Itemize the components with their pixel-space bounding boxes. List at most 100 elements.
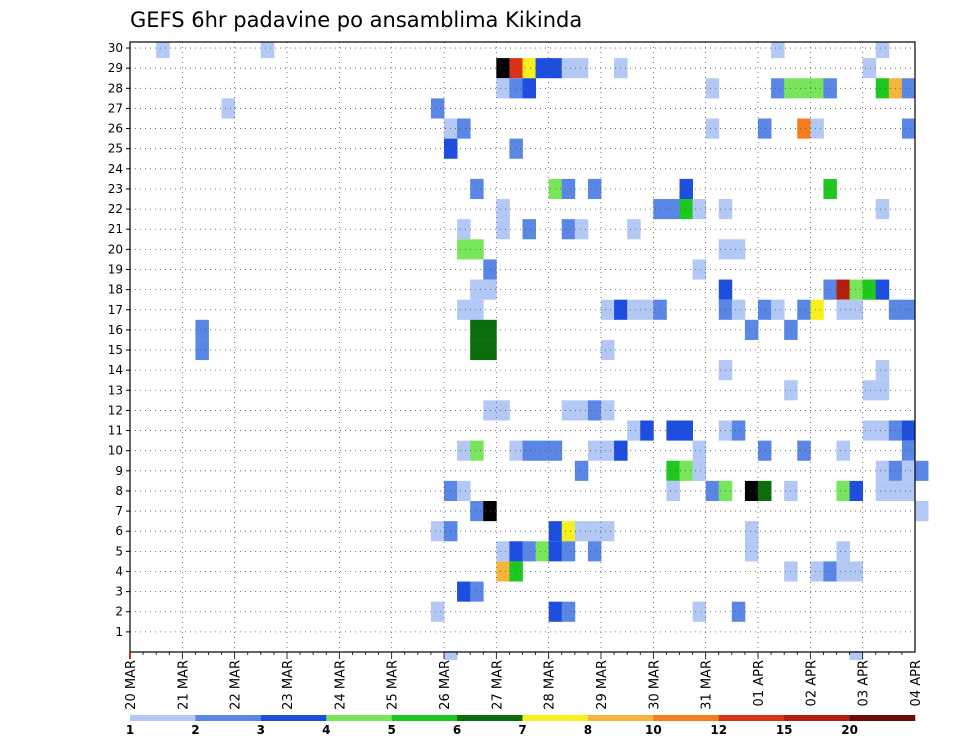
y-tick-label: 28 xyxy=(108,81,123,95)
heatmap-cell xyxy=(587,541,602,562)
heatmap-cell xyxy=(692,259,707,280)
heatmap-cell xyxy=(483,259,497,280)
grid-lines xyxy=(130,42,915,652)
heatmap-cell xyxy=(836,561,850,582)
heatmap-cell xyxy=(574,460,589,481)
colorbar-segment xyxy=(784,715,850,721)
heatmap-cell xyxy=(535,541,550,562)
heatmap-cell xyxy=(509,58,523,79)
heatmap-cell xyxy=(875,380,890,401)
heatmap-cell xyxy=(744,319,759,340)
heatmap-cell xyxy=(496,78,510,99)
y-tick-label: 12 xyxy=(108,403,123,417)
y-tick-label: 11 xyxy=(108,424,123,438)
y-tick-label: 2 xyxy=(115,605,123,619)
heatmap-cell xyxy=(522,440,536,461)
heatmap-cell xyxy=(561,521,576,542)
heatmap-cell xyxy=(875,78,890,99)
heatmap-cell xyxy=(901,78,916,99)
x-tick-label: 31 MAR xyxy=(700,660,715,710)
heatmap-cell xyxy=(627,420,641,441)
heatmap-cell xyxy=(574,521,589,542)
heatmap-cell xyxy=(810,299,824,320)
colorbar-label: 7 xyxy=(518,723,526,737)
heatmap-cell xyxy=(627,219,641,240)
x-tick-label: 21 MAR xyxy=(176,660,191,710)
heatmap-cell xyxy=(836,279,850,300)
heatmap-cell xyxy=(496,219,510,240)
heatmap-cell xyxy=(496,541,510,562)
heatmap-cell xyxy=(758,480,772,502)
heatmap-cell xyxy=(875,420,890,441)
heatmap-cell xyxy=(470,339,484,361)
heatmap-cell xyxy=(771,299,785,320)
heatmap-cell xyxy=(758,440,772,461)
heatmap-cell xyxy=(862,58,877,79)
colorbar-segment xyxy=(195,715,262,721)
heatmap-cell xyxy=(509,541,523,562)
heatmap-cell xyxy=(875,42,890,59)
heatmap-cell xyxy=(640,299,654,320)
colorbar-segment xyxy=(653,715,720,721)
heatmap-cell xyxy=(470,501,484,522)
heatmap-cell xyxy=(561,541,576,562)
y-tick-label: 3 xyxy=(115,585,123,599)
heatmap-cell xyxy=(901,420,916,441)
y-tick-label: 23 xyxy=(108,182,123,196)
y-tick-label: 5 xyxy=(115,544,123,558)
y-tick-label: 9 xyxy=(115,464,123,478)
y-tick-label: 24 xyxy=(108,162,123,176)
x-tick-label: 28 MAR xyxy=(543,660,558,710)
x-tick-label: 26 MAR xyxy=(438,660,453,710)
colorbar-label: 10 xyxy=(645,723,662,737)
heatmap-cell xyxy=(496,400,510,421)
y-tick-label: 18 xyxy=(108,283,123,297)
heatmap-cell xyxy=(470,178,484,200)
heatmap-cell xyxy=(679,178,693,200)
heatmap-cell xyxy=(797,78,811,99)
heatmap-cell xyxy=(692,601,707,622)
y-tick-label: 29 xyxy=(108,61,123,75)
heatmap-cell xyxy=(156,42,170,59)
heatmap-cell xyxy=(705,480,720,502)
y-tick-label: 10 xyxy=(108,444,123,458)
heatmap-cell xyxy=(483,339,497,361)
heatmap-cell xyxy=(666,460,680,481)
heatmap-cell xyxy=(849,480,864,502)
heatmap-cell xyxy=(836,440,850,461)
heatmap-cell xyxy=(705,78,720,99)
heatmap-cell xyxy=(601,400,615,421)
heatmap-cell xyxy=(731,601,746,622)
heatmap-cell xyxy=(457,299,471,320)
y-tick-label: 20 xyxy=(108,242,123,256)
heatmap-cell xyxy=(522,58,536,79)
heatmap-cell xyxy=(666,480,680,502)
heatmap-cell xyxy=(640,420,654,441)
y-axis: 1234567891011121314151617181920212223242… xyxy=(108,41,130,639)
heatmap-cell xyxy=(430,521,445,542)
heatmap-cell xyxy=(731,420,746,441)
colorbar-label: 20 xyxy=(841,723,858,737)
colorbar-label: 3 xyxy=(257,723,265,737)
heatmap-cell xyxy=(797,440,811,461)
y-tick-label: 15 xyxy=(108,343,123,357)
heatmap-cell xyxy=(457,581,471,602)
heatmap-cell xyxy=(535,440,550,461)
heatmap-cell xyxy=(875,480,890,502)
heatmap-cell xyxy=(862,380,877,401)
colorbar-segment xyxy=(457,715,523,721)
heatmap-cell xyxy=(221,98,236,119)
x-tick-label: 29 MAR xyxy=(595,660,610,710)
heatmap-cell xyxy=(195,339,209,361)
heatmap-cell xyxy=(744,521,759,542)
heatmap-cell xyxy=(875,460,890,481)
heatmap-cell xyxy=(430,98,445,119)
heatmap-cell xyxy=(470,279,484,300)
heatmap-cell xyxy=(470,581,484,602)
heatmap-cell xyxy=(561,219,576,240)
heatmap-cell xyxy=(849,299,864,320)
heatmap-cell xyxy=(849,561,864,582)
colorbar-segment xyxy=(718,715,785,721)
heatmap-cell xyxy=(574,400,589,421)
